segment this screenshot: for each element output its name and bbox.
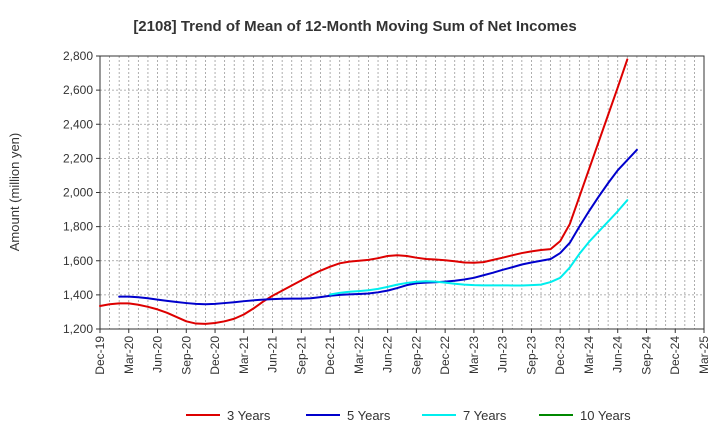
x-tick-label: Jun-20 — [151, 336, 165, 373]
x-tick-label: Sep-22 — [409, 336, 423, 375]
x-tick-label: Mar-21 — [237, 336, 251, 374]
x-tick-label: Dec-23 — [553, 336, 567, 375]
x-tick-label: Sep-24 — [639, 336, 653, 375]
y-tick-label: 2,400 — [63, 117, 93, 131]
y-tick-label: 1,800 — [63, 220, 93, 234]
x-tick-label: Dec-20 — [208, 336, 222, 375]
x-tick-label: Sep-20 — [179, 336, 193, 375]
x-tick-label: Jun-24 — [611, 336, 625, 373]
x-tick-label: Sep-21 — [294, 336, 308, 375]
series-line-1 — [118, 148, 638, 306]
y-axis-label: Amount (million yen) — [7, 133, 22, 252]
y-tick-label: 1,200 — [63, 322, 93, 336]
legend: 3 Years 5 Years 7 Years 10 Years — [186, 408, 631, 423]
y-axis-ticks: 1,200 1,400 1,600 1,800 2,000 2,200 2,400 2,600… — [63, 49, 100, 336]
x-tick-label: Dec-19 — [93, 336, 107, 375]
x-axis-ticks: Dec-19 Mar-20 Jun-20 Sep-20 Dec-20 Mar-21 Jun-… — [93, 329, 711, 375]
chart-title: [2108] Trend of Mean of 12-Month Moving … — [133, 18, 576, 35]
series-line-2 — [329, 199, 629, 296]
y-tick-label: 2,800 — [63, 49, 93, 63]
x-tick-label: Dec-22 — [438, 336, 452, 375]
x-tick-label: Dec-21 — [323, 336, 337, 375]
y-tick-label: 1,600 — [63, 254, 93, 268]
x-tick-label: Mar-24 — [582, 336, 596, 374]
x-tick-label: Dec-24 — [668, 336, 682, 375]
legend-label: 10 Years — [580, 408, 631, 423]
x-tick-label: Jun-22 — [381, 336, 395, 373]
x-tick-label: Mar-22 — [352, 336, 366, 374]
y-tick-label: 2,000 — [63, 186, 93, 200]
series-line-0 — [99, 58, 629, 325]
series-lines — [99, 58, 638, 325]
y-tick-label: 1,400 — [63, 288, 93, 302]
y-tick-label: 2,200 — [63, 151, 93, 165]
x-tick-label: Mar-23 — [467, 336, 481, 374]
x-tick-label: Sep-23 — [524, 336, 538, 375]
x-tick-label: Jun-23 — [496, 336, 510, 373]
grid-lines — [99, 55, 705, 330]
legend-label: 5 Years — [347, 408, 391, 423]
x-tick-label: Jun-21 — [266, 336, 280, 373]
legend-label: 3 Years — [227, 408, 271, 423]
y-tick-label: 2,600 — [63, 83, 93, 97]
x-tick-label: Mar-20 — [122, 336, 136, 374]
legend-label: 7 Years — [463, 408, 507, 423]
x-tick-label: Mar-25 — [697, 336, 711, 374]
